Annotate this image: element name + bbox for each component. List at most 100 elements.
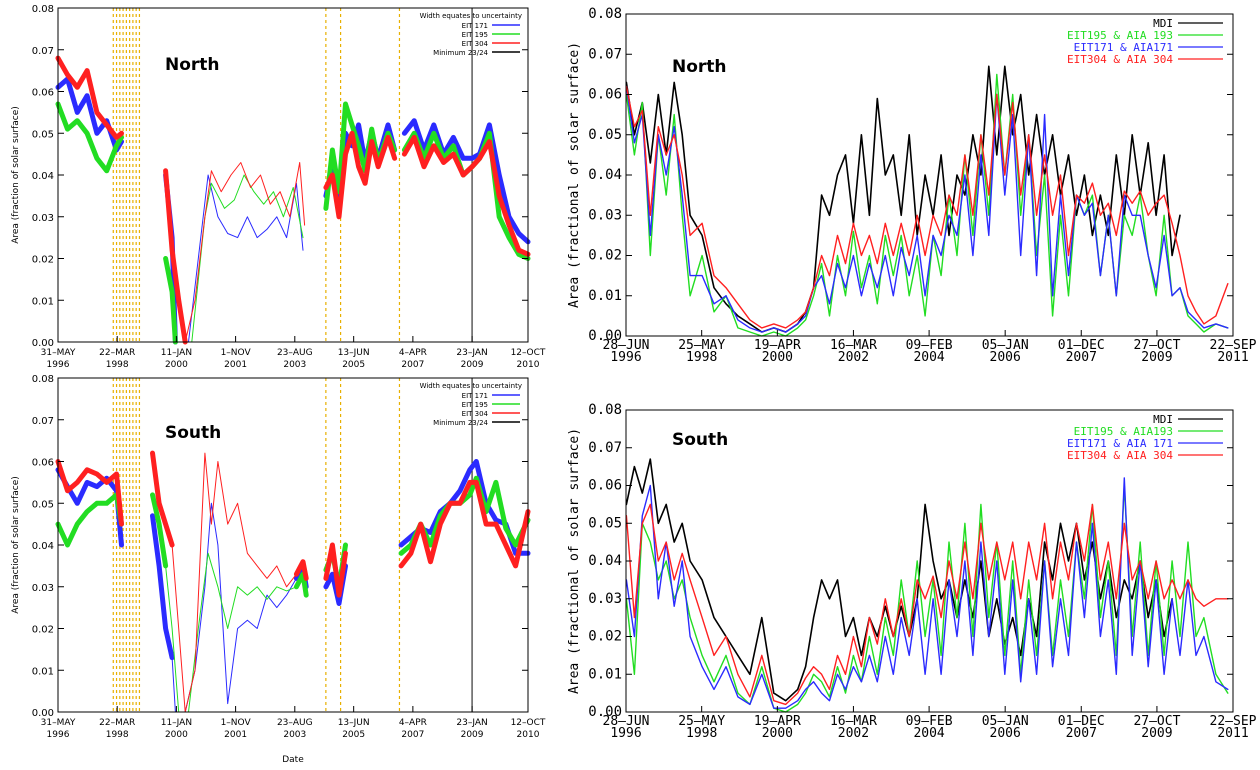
legend-label: Minimum 23/24 xyxy=(433,419,488,427)
x-tick-year: 2003 xyxy=(283,730,306,740)
y-tick-label: 0.05 xyxy=(32,499,54,510)
x-tick-year: 2004 xyxy=(913,350,944,365)
y-tick-label: 0.07 xyxy=(32,46,54,57)
x-tick-label: 01–DEC xyxy=(1058,338,1105,353)
series-line xyxy=(55,492,124,548)
x-tick-label: 09–FEB xyxy=(906,338,953,353)
x-tick-label: 23–JAN xyxy=(456,718,487,728)
series-line xyxy=(163,256,178,345)
x-tick-label: 22–MAR xyxy=(99,718,135,728)
x-tick-year: 2006 xyxy=(990,350,1021,365)
x-tick-year: 1998 xyxy=(686,350,717,365)
legend-label: EIT304 & AIA 304 xyxy=(1067,53,1173,66)
x-tick-year: 2004 xyxy=(913,726,944,741)
series-line xyxy=(171,502,297,713)
y-tick-label: 0.08 xyxy=(588,6,622,22)
x-tick-year: 2000 xyxy=(762,726,793,741)
x-tick-year: 1998 xyxy=(106,730,129,740)
y-tick-label: 0.00 xyxy=(32,708,54,719)
y-tick-label: 0.07 xyxy=(32,416,54,427)
x-tick-label: 13–JUN xyxy=(338,348,370,358)
x-tick-year: 2005 xyxy=(342,360,365,370)
x-tick-label: 28–JUN xyxy=(603,338,650,353)
x-tick-year: 2001 xyxy=(224,730,247,740)
x-tick-year: 2009 xyxy=(461,360,484,370)
series-line xyxy=(401,130,531,261)
x-tick-year: 2003 xyxy=(283,360,306,370)
x-tick-year: 2010 xyxy=(517,360,540,370)
y-axis-label: Area (fractional of solar surface) xyxy=(567,42,582,308)
y-tick-label: 0.04 xyxy=(32,541,54,552)
x-tick-year: 2009 xyxy=(461,730,484,740)
x-tick-label: 22–SEP xyxy=(1210,714,1257,729)
y-tick-label: 0.06 xyxy=(32,88,54,99)
y-axis-label: Area (fraction of solar surface) xyxy=(11,106,21,244)
y-tick-label: 0.06 xyxy=(588,87,622,103)
x-tick-label: 11–JAN xyxy=(161,348,192,358)
x-tick-year: 2011 xyxy=(1217,350,1248,365)
x-tick-label: 28–JUN xyxy=(603,714,650,729)
series-line xyxy=(625,458,1173,702)
plot-frame xyxy=(57,7,529,343)
y-tick-label: 0.05 xyxy=(588,127,622,143)
x-tick-year: 2007 xyxy=(1066,350,1097,365)
series-line xyxy=(401,118,531,245)
series-line xyxy=(625,477,1229,709)
series-line xyxy=(625,85,1229,333)
plot-frame xyxy=(57,377,529,713)
region-label: South xyxy=(165,423,221,443)
y-tick-label: 0.06 xyxy=(32,458,54,469)
x-tick-label: 23–JAN xyxy=(456,348,487,358)
y-tick-label: 0.05 xyxy=(588,515,622,531)
x-tick-year: 2009 xyxy=(1141,726,1172,741)
x-tick-year: 1996 xyxy=(47,360,70,370)
y-tick-label: 0.08 xyxy=(588,402,622,418)
series-line xyxy=(174,174,304,343)
chart-panel-south-multi: 0.00 0.01 0.02 0.03 0.04 0.05 0.06 0.07 0.08 28–J… xyxy=(560,390,1260,770)
x-tick-label: 09–FEB xyxy=(906,714,953,729)
region-label: South xyxy=(672,430,728,450)
x-tick-label: 12–OCT xyxy=(511,348,546,358)
series-line xyxy=(625,503,1229,706)
x-tick-year: 2007 xyxy=(1066,726,1097,741)
x-tick-label: 16–MAR xyxy=(830,338,877,353)
series-line xyxy=(163,168,188,345)
series-line xyxy=(625,85,1229,329)
chart-panel-south-eit: 0.00 0.01 0.02 0.03 0.04 0.05 0.06 0.07 0.08 31–M… xyxy=(0,370,560,770)
y-tick-label: 0.01 xyxy=(32,666,54,677)
x-tick-year: 2000 xyxy=(762,350,793,365)
x-tick-label: 23–AUG xyxy=(277,348,313,358)
x-tick-label: 11–JAN xyxy=(161,718,192,728)
x-tick-label: 16–MAR xyxy=(830,714,877,729)
legend-label: EIT 304 xyxy=(462,410,489,418)
legend-label: EIT304 & AIA 304 xyxy=(1067,449,1173,462)
legend-title: Width equates to uncertainty xyxy=(420,12,522,20)
x-tick-year: 2006 xyxy=(990,726,1021,741)
y-tick-label: 0.08 xyxy=(32,4,54,15)
legend-label: EIT 195 xyxy=(462,401,488,409)
y-tick-label: 0.02 xyxy=(588,248,622,264)
x-tick-year: 1996 xyxy=(47,730,70,740)
x-tick-label: 25–MAY xyxy=(678,338,725,353)
legend-label: EIT 304 xyxy=(462,40,489,48)
x-tick-year: 2001 xyxy=(224,360,247,370)
chart-panel-north-eit: 0.00 0.01 0.02 0.03 0.04 0.05 0.06 0.07 0.08 31–M… xyxy=(0,0,560,370)
y-tick-label: 0.02 xyxy=(32,625,54,636)
x-tick-year: 2002 xyxy=(838,726,869,741)
y-tick-label: 0.07 xyxy=(588,46,622,62)
x-tick-label: 25–MAY xyxy=(678,714,725,729)
y-tick-label: 0.02 xyxy=(588,629,622,645)
legend-label: EIT171 & AIA 171 xyxy=(1067,437,1173,450)
x-tick-label: 1–NOV xyxy=(221,718,252,728)
y-tick-label: 0.04 xyxy=(32,171,54,182)
series-line xyxy=(323,542,348,598)
series-line xyxy=(150,492,169,569)
series-line xyxy=(625,73,1229,337)
y-tick-label: 0.01 xyxy=(588,666,622,682)
series-line xyxy=(184,162,306,343)
region-label: North xyxy=(165,55,220,75)
x-tick-year: 2010 xyxy=(517,730,540,740)
y-tick-label: 0.01 xyxy=(32,296,54,307)
x-tick-year: 1998 xyxy=(686,726,717,741)
y-tick-label: 0.07 xyxy=(588,440,622,456)
